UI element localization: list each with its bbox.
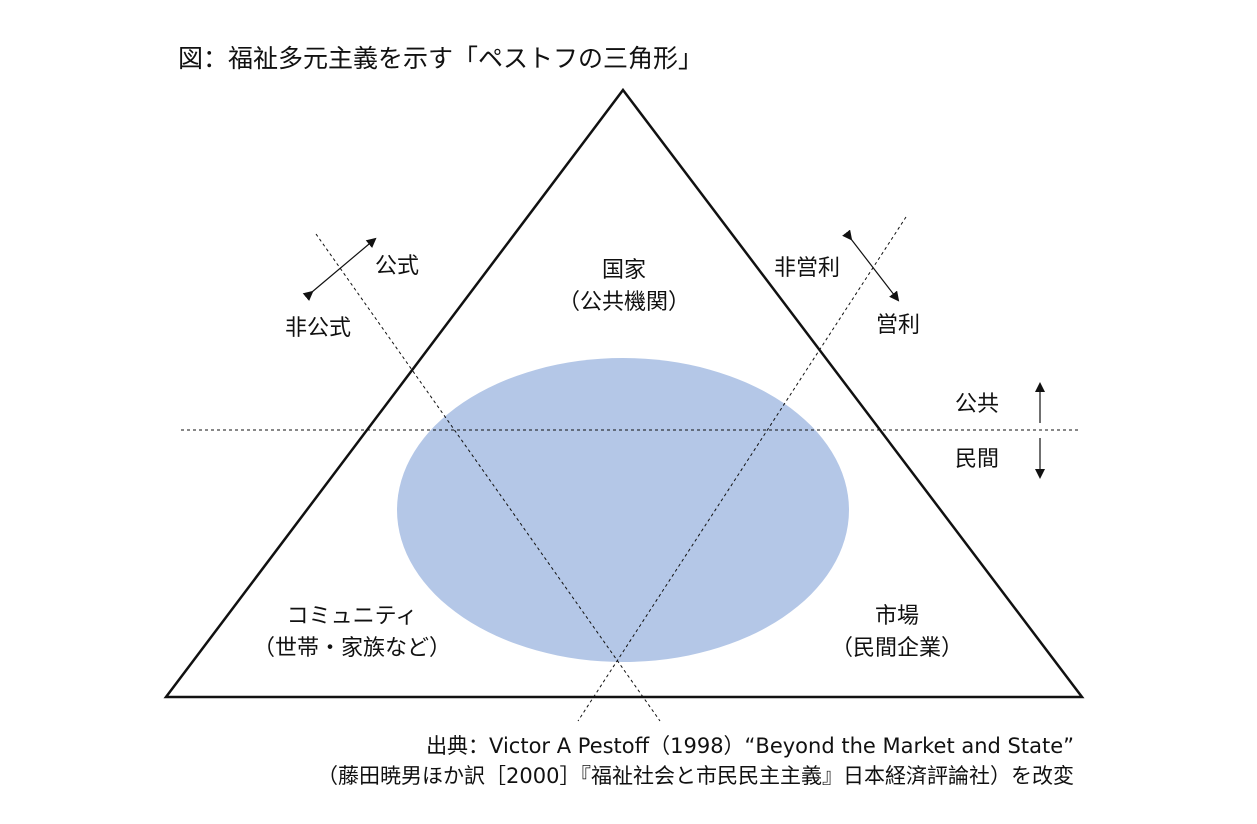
community-name: コミュニティ: [286, 604, 418, 629]
community-sector-label: コミュニティ （世帯・家族など）: [253, 601, 451, 665]
welfare-mix-ellipse: [397, 358, 849, 662]
profit-nonprofit-arrow: [842, 229, 900, 302]
market-sector-label: 市場 （民間企業）: [831, 601, 963, 665]
state-detail: （公共機関）: [557, 290, 691, 315]
market-name: 市場: [874, 604, 920, 629]
source-line-1: 出典：Victor A Pestoff（1998）“Beyond the Mar…: [426, 734, 1074, 758]
profit-nonprofit-divider: [577, 216, 907, 722]
public-label: 公共: [955, 392, 1000, 417]
pestoff-triangle: [163, 87, 1085, 699]
private-label: 民間: [955, 447, 1000, 472]
state-sector-label: 国家 （公共機関）: [558, 255, 690, 319]
diagram-title: 図：福祉多元主義を示す「ペストフの三角形」: [178, 44, 704, 73]
community-detail: （世帯・家族など）: [252, 636, 452, 661]
informal-label: 非公式: [285, 316, 352, 341]
source-line-2: （藤田暁男ほか訳［2000］『福祉社会と市民民主主義』日本経済評論社）を改変: [317, 764, 1074, 788]
nonprofit-label: 非営利: [774, 256, 841, 281]
formal-label: 公式: [375, 254, 420, 279]
formal-informal-arrow: [302, 237, 377, 301]
market-detail: （民間企業）: [830, 636, 964, 661]
forprofit-label: 営利: [876, 313, 921, 338]
state-name: 国家: [601, 258, 647, 283]
